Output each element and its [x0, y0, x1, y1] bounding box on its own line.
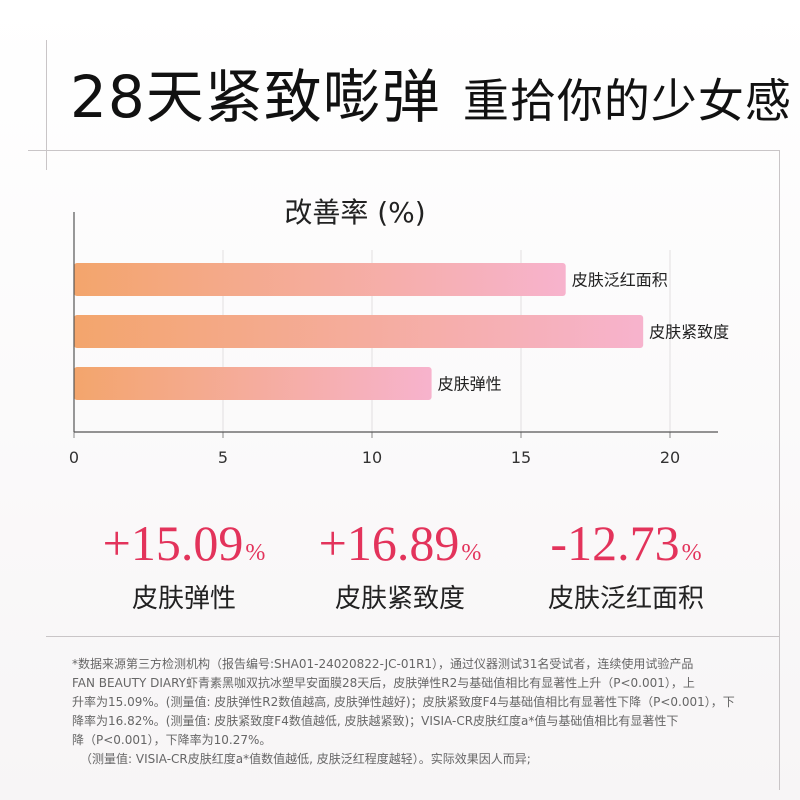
frame-line-horizontal: [28, 150, 780, 151]
stat-number: -12.73: [550, 515, 680, 571]
footnote-line: 降（P<0.001），下降率为10.27%。: [72, 733, 272, 747]
stat-unit: %: [245, 540, 266, 566]
bar-category-label: 皮肤紧致度: [649, 323, 729, 342]
stat-unit: %: [681, 540, 702, 566]
frame-line-right-vertical: [779, 150, 780, 790]
footnote-line: 升率为15.09%。(测量值: 皮肤弹性R2数值越高, 皮肤弹性越好)；皮肤紧致…: [72, 695, 735, 709]
stat-number: +15.09: [102, 515, 244, 571]
x-tick-label: 5: [218, 448, 228, 467]
stat-label: 皮肤泛红面积: [547, 584, 704, 614]
bar-category-label: 皮肤泛红面积: [572, 271, 668, 290]
x-tick-label: 10: [362, 448, 382, 467]
stat-elasticity: +15.09% 皮肤弹性: [64, 518, 304, 615]
stat-value: +16.89%: [280, 518, 520, 568]
bar: [74, 315, 644, 348]
chart-title: 改善率 (%): [284, 196, 425, 229]
bar: [74, 367, 432, 400]
headline-sub: 重拾你的少女感: [462, 74, 792, 128]
footnote: *数据来源第三方检测机构（报告编号:SHA01-24020822-JC-01R1…: [72, 655, 762, 769]
footnote-line: *数据来源第三方检测机构（报告编号:SHA01-24020822-JC-01R1…: [72, 657, 694, 671]
footnote-line: （测量值: VISIA-CR皮肤红度a*值数值越低, 皮肤泛红程度越轻）。实际效…: [80, 752, 531, 766]
x-tick-label: 0: [69, 448, 79, 467]
stat-label: 皮肤弹性: [131, 584, 236, 614]
bar-category-label: 皮肤弹性: [438, 375, 502, 394]
stat-unit: %: [461, 540, 482, 566]
headline-main: 28天紧致嘭弹: [70, 63, 441, 131]
stat-number: +16.89: [318, 515, 460, 571]
frame-line-bottom: [46, 636, 780, 637]
headline: 28天紧致嘭弹 重拾你的少女感: [70, 50, 792, 134]
footnote-line: FAN BEAUTY DIARY虾青素黑咖双抗冰塑早安面膜28天后，皮肤弹性R2…: [72, 676, 695, 690]
footnote-line: 降率为16.82%。(测量值: 皮肤紧致度F4数值越低, 皮肤越紧致)；VISI…: [72, 714, 679, 728]
bar: [74, 263, 566, 296]
stat-firmness: +16.89% 皮肤紧致度: [280, 518, 520, 615]
x-tick-label: 15: [511, 448, 531, 467]
stat-redness: -12.73% 皮肤泛红面积: [506, 518, 746, 615]
x-tick-label: 20: [660, 448, 680, 467]
stat-value: -12.73%: [506, 518, 746, 568]
stat-value: +15.09%: [64, 518, 304, 568]
stat-label: 皮肤紧致度: [334, 584, 465, 614]
chart-x-axis: 0 5 10 15 20: [69, 212, 718, 467]
frame-line-top-vertical: [46, 40, 47, 170]
